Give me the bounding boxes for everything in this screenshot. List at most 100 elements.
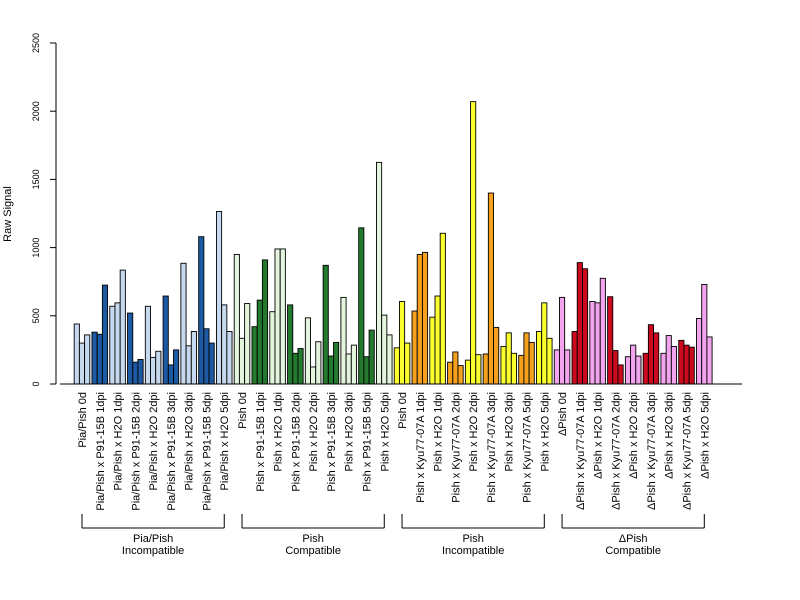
bar xyxy=(251,326,258,385)
bar xyxy=(376,161,383,385)
y-tick-label: 1000 xyxy=(31,238,41,258)
bar xyxy=(670,346,677,385)
bar xyxy=(612,350,619,385)
group-brackets: Pia/PishIncompatiblePishCompatiblePishIn… xyxy=(81,514,705,557)
bar xyxy=(386,334,393,385)
bar xyxy=(665,335,672,385)
bar xyxy=(78,342,86,385)
category-label: Pish x H2O 3dpi xyxy=(344,392,356,471)
bar xyxy=(510,352,517,385)
bar xyxy=(635,355,642,385)
bar xyxy=(683,344,690,385)
bar xyxy=(167,364,174,385)
category-label: Pish x P91-15B 2dpi xyxy=(290,392,302,492)
category-label: Pish x H2O 5dpi xyxy=(539,392,551,471)
bar xyxy=(84,334,91,385)
bar xyxy=(345,353,352,385)
category-label: Pish x P91-15B 3dpi xyxy=(326,392,338,492)
bar xyxy=(96,333,103,385)
y-tick-label: 2500 xyxy=(31,33,41,53)
bar xyxy=(114,302,121,385)
category-label: Pia/Pish x P91-15B 5dpi xyxy=(201,392,213,511)
bar xyxy=(452,351,459,385)
bar xyxy=(505,332,512,385)
category-label: ΔPish x H2O 2dpi xyxy=(628,392,640,479)
bar xyxy=(564,349,571,385)
category-label: Pish x Kyu77-07A 1dpi xyxy=(415,392,427,503)
bar xyxy=(221,304,228,385)
bar xyxy=(559,296,566,385)
group-label-line2: Incompatible xyxy=(442,545,504,557)
bar xyxy=(297,348,304,385)
bar xyxy=(162,295,169,385)
category-label: Pish x H2O 1dpi xyxy=(433,392,445,471)
bar xyxy=(226,331,233,385)
category-label: ΔPish 0d xyxy=(557,392,569,436)
category-label: Pish x P91-15B 5dpi xyxy=(361,392,373,492)
category-label: Pia/Pish x P91-15B 1dpi xyxy=(95,392,107,511)
bar xyxy=(304,317,311,385)
category-label: Pish x H2O 2dpi xyxy=(308,392,320,471)
category-label: ΔPish x Kyu77-07A 3dpi xyxy=(646,392,658,510)
category-label: ΔPish x H2O 5dpi xyxy=(699,392,711,479)
bar xyxy=(150,356,157,385)
category-label: Pish x Kyu77-07A 3dpi xyxy=(486,392,498,503)
bar xyxy=(688,346,695,385)
y-axis: 0 500 1000 1500 2000 2500 xyxy=(31,33,57,387)
bar xyxy=(701,283,708,385)
category-label: Pia/Pish 0d xyxy=(77,392,89,448)
bar xyxy=(310,366,317,385)
y-tick-label: 1500 xyxy=(31,169,41,189)
bar xyxy=(523,332,530,385)
category-label: Pia/Pish x P91-15B 2dpi xyxy=(130,392,142,511)
bar xyxy=(393,347,400,385)
bar xyxy=(617,364,624,385)
bar xyxy=(279,248,286,385)
bar xyxy=(233,253,240,385)
category-label: Pish 0d xyxy=(237,392,249,429)
bar xyxy=(470,101,477,385)
bar xyxy=(599,277,606,385)
bar xyxy=(500,346,507,385)
bar xyxy=(358,227,365,385)
bar xyxy=(244,303,251,385)
category-label: Pish x H2O 5dpi xyxy=(379,392,391,471)
bar xyxy=(292,352,299,385)
bar xyxy=(416,253,423,385)
bar xyxy=(368,329,375,385)
bar xyxy=(696,318,703,385)
bar xyxy=(576,262,583,385)
bar xyxy=(647,324,655,385)
bar xyxy=(571,331,578,385)
bar xyxy=(208,342,215,385)
group-label-line1: Pish xyxy=(462,533,483,545)
bar xyxy=(381,314,388,385)
category-label: Pish 0d xyxy=(397,392,409,429)
bar xyxy=(173,349,180,385)
bar xyxy=(137,359,144,385)
y-tick-label: 0 xyxy=(31,381,41,386)
category-label: Pish x Kyu77-07A 2dpi xyxy=(450,392,462,503)
bar xyxy=(475,354,482,385)
bar xyxy=(528,341,535,385)
category-label: Pish x Kyu77-07A 5dpi xyxy=(522,392,534,503)
category-label: Pish x H2O 1dpi xyxy=(273,392,285,471)
bar xyxy=(536,331,543,385)
bar xyxy=(464,359,472,385)
category-label: Pish x P91-15B 1dpi xyxy=(255,392,267,492)
bar xyxy=(589,301,596,385)
bar xyxy=(607,296,614,385)
y-tick-label: 2000 xyxy=(31,101,41,121)
bar xyxy=(185,345,192,385)
category-label: Pish x H2O 3dpi xyxy=(504,392,516,471)
category-labels: Pia/Pish 0d Pia/Pish x P91-15B 1dpi Pia/Pi… xyxy=(77,392,711,511)
bar xyxy=(457,365,464,385)
bar xyxy=(678,339,685,385)
y-axis-label: Raw Signal xyxy=(2,186,14,242)
bar xyxy=(180,262,187,385)
category-label: Pia/Pish x P91-15B 3dpi xyxy=(166,392,178,511)
bar xyxy=(594,302,601,385)
bar xyxy=(642,352,649,385)
bar xyxy=(546,337,553,385)
bars xyxy=(73,101,713,385)
